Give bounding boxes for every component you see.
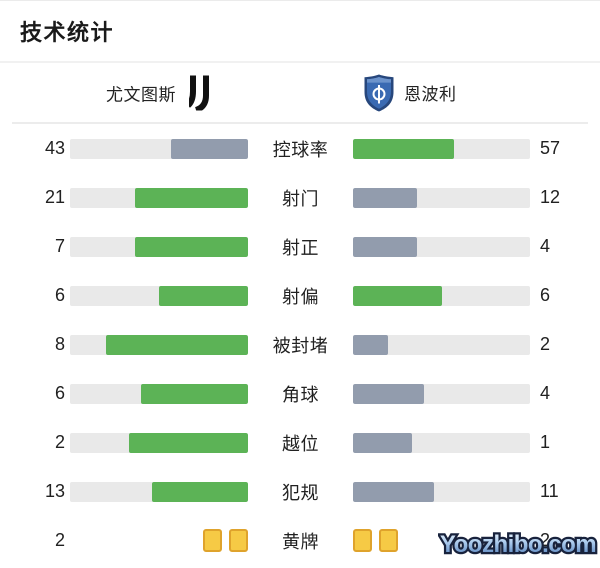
home-bar-fill xyxy=(141,383,248,404)
away-bar-fill xyxy=(353,285,442,306)
away-value: 6 xyxy=(540,285,551,305)
away-bar-fill xyxy=(353,187,418,208)
stat-label: 控球率 xyxy=(272,139,329,160)
home-value: 43 xyxy=(44,138,65,158)
stat-row: 2 越位 1 xyxy=(0,418,600,467)
stat-label: 射正 xyxy=(282,237,319,258)
away-value: 2 xyxy=(540,530,551,550)
home-value: 6 xyxy=(54,383,65,403)
home-bar-fill xyxy=(105,334,248,355)
away-bar-fill xyxy=(353,383,424,404)
page-header: 技术统计 xyxy=(0,1,600,63)
away-bar-fill xyxy=(353,236,418,257)
away-bar xyxy=(353,187,530,208)
stat-label: 犯规 xyxy=(282,482,319,503)
stat-row: 21 射门 12 xyxy=(0,173,600,222)
away-bar-fill xyxy=(353,334,389,355)
yellow-card-icon xyxy=(203,529,222,552)
yellow-card-icon xyxy=(353,529,372,552)
away-value: 2 xyxy=(540,334,551,354)
home-value: 2 xyxy=(54,530,65,550)
stat-row: 6 射偏 6 xyxy=(0,271,600,320)
away-bar xyxy=(353,432,530,453)
away-team: 恩波利 xyxy=(364,74,457,112)
watermark: Yoozhibo.com xyxy=(438,521,599,568)
home-bar xyxy=(70,334,248,355)
home-bar xyxy=(70,481,248,502)
home-value: 8 xyxy=(54,334,65,354)
away-value: 12 xyxy=(540,187,561,207)
away-bar xyxy=(353,285,530,306)
home-value: 2 xyxy=(54,432,65,452)
stat-label: 射偏 xyxy=(282,286,319,307)
juventus-logo-icon xyxy=(189,75,213,110)
away-bar xyxy=(353,236,530,257)
stat-row: 43 控球率 57 xyxy=(0,124,600,173)
stat-label: 被封堵 xyxy=(272,335,329,356)
away-bar-fill xyxy=(353,432,412,453)
home-value: 13 xyxy=(44,481,65,501)
home-bar xyxy=(70,383,248,404)
home-team: 尤文图斯 xyxy=(106,75,213,110)
home-bar xyxy=(70,432,248,453)
away-value: 11 xyxy=(540,481,559,501)
home-bar xyxy=(70,138,248,159)
home-value: 7 xyxy=(54,236,65,256)
home-bar-fill xyxy=(171,138,248,159)
home-bar-fill xyxy=(134,187,248,208)
stat-row: 13 犯规 11 xyxy=(0,467,600,516)
home-value: 21 xyxy=(44,187,65,207)
away-bar-fill xyxy=(353,481,435,502)
home-bar xyxy=(70,529,248,552)
teams-header: 尤文图斯 恩波利 xyxy=(0,63,600,122)
stat-row: 7 射正 4 xyxy=(0,222,600,271)
away-team-name: 恩波利 xyxy=(404,85,457,104)
watermark-text: Yoozhibo.com xyxy=(440,531,596,558)
stat-row: 6 角球 4 xyxy=(0,369,600,418)
away-bar xyxy=(353,481,530,502)
away-bar xyxy=(353,138,530,159)
away-value: 4 xyxy=(540,383,551,403)
empoli-logo-icon xyxy=(364,74,394,112)
away-bar xyxy=(353,383,530,404)
stat-label: 越位 xyxy=(282,433,319,454)
stat-row: 2 黄牌 2 xyxy=(0,516,600,565)
divider xyxy=(12,122,588,124)
home-value: 6 xyxy=(54,285,65,305)
stat-label: 射门 xyxy=(282,188,319,209)
home-bar xyxy=(70,285,248,306)
stat-row: 8 被封堵 2 xyxy=(0,320,600,369)
home-team-name: 尤文图斯 xyxy=(106,85,176,104)
away-bar xyxy=(353,529,530,552)
away-value: 57 xyxy=(540,138,561,158)
away-bar-fill xyxy=(353,138,454,159)
home-bar-fill xyxy=(151,481,248,502)
stats-list: 43 控球率 57 21 射门 12 7 射正 4 6 射偏 6 8 被封堵 2… xyxy=(0,124,600,565)
home-bar-fill xyxy=(159,285,248,306)
away-bar xyxy=(353,334,530,355)
yellow-card-icon xyxy=(229,529,248,552)
page-title: 技术统计 xyxy=(20,20,115,45)
away-value: 4 xyxy=(540,236,551,256)
stat-label: 黄牌 xyxy=(282,531,319,552)
home-bar-fill xyxy=(129,432,248,453)
home-bar xyxy=(70,187,248,208)
home-bar-fill xyxy=(134,236,248,257)
away-value: 1 xyxy=(540,432,551,452)
home-bar xyxy=(70,236,248,257)
stat-label: 角球 xyxy=(282,384,319,405)
yellow-card-icon xyxy=(379,529,398,552)
